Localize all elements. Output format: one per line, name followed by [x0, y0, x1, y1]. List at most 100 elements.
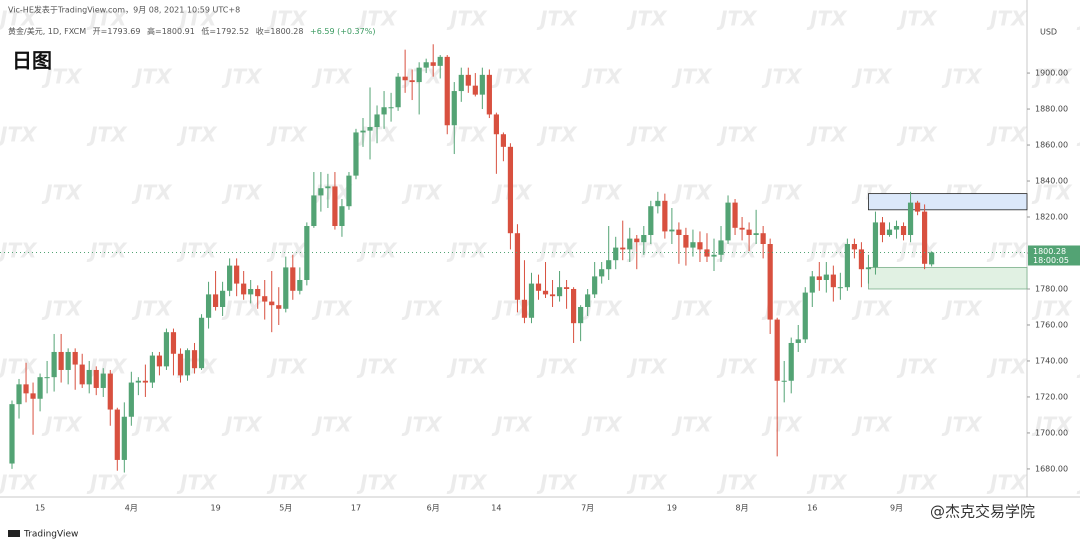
watermark: JTX: [851, 413, 893, 437]
watermark: JTX: [761, 65, 803, 89]
watermark: JTX: [536, 471, 578, 495]
candle-body: [128, 382, 134, 417]
candle-body: [262, 296, 268, 302]
logo-icon: [8, 530, 20, 537]
watermark: JTX: [131, 413, 173, 437]
watermark: JTX: [356, 355, 398, 379]
header: Vic-HE发表于TradingView.com，9月 08, 2021 10:…: [8, 5, 240, 15]
candle-body: [353, 132, 359, 176]
watermark: JTX: [806, 239, 848, 263]
watermark: JTX: [221, 65, 263, 89]
watermark: JTX: [86, 355, 128, 379]
watermark: JTX: [986, 471, 1028, 495]
watermark: JTX: [0, 123, 38, 147]
zone: [868, 266, 1028, 290]
candle-body: [613, 247, 619, 261]
symbol: 黄金/美元, 1D, FXCM: [8, 26, 86, 36]
watermark: JTX: [401, 181, 443, 205]
y-tick-label: 1700.00: [1035, 428, 1068, 437]
watermark: JTX: [176, 471, 218, 495]
watermark: JTX: [176, 123, 218, 147]
watermark: JTX: [41, 181, 83, 205]
watermark: JTX: [446, 239, 488, 263]
watermark: JTX: [221, 297, 263, 321]
watermark: JTX: [86, 239, 128, 263]
candle-body: [535, 283, 542, 291]
candle-body: [16, 384, 22, 405]
candle-body: [86, 369, 92, 385]
watermark: JTX: [86, 123, 128, 147]
footer-logo-group: TradingView: [8, 530, 78, 540]
last-price-box: [1028, 245, 1080, 266]
watermark: JTX: [896, 471, 938, 495]
watermark: JTX: [86, 7, 128, 31]
x-tick-label: 17: [351, 504, 361, 513]
candle-body: [191, 350, 198, 369]
candle-body: [212, 294, 219, 307]
watermark: JTX: [941, 297, 983, 321]
y-tick-label: 1740.00: [1035, 356, 1068, 365]
x-tick-label: 19: [210, 504, 220, 513]
watermark: JTX: [806, 471, 848, 495]
watermark: JTX: [671, 181, 713, 205]
watermark: JTX: [671, 65, 713, 89]
candle-body: [142, 380, 148, 383]
watermark: JTX: [1031, 413, 1073, 437]
y-tick-label: 1780.00: [1035, 284, 1068, 293]
candle-body: [802, 292, 808, 340]
candle-body: [753, 233, 759, 236]
candle-body: [114, 409, 120, 460]
candle-body: [388, 107, 394, 109]
candle-body: [290, 267, 296, 291]
credit: @杰克交易学院: [930, 503, 1035, 521]
last-price-label: 1800.28: [1033, 247, 1066, 256]
candle-body: [149, 355, 155, 383]
candle-body: [858, 249, 865, 270]
candle-body: [444, 56, 450, 126]
candle-body: [549, 294, 556, 297]
candle-body: [409, 80, 415, 83]
zone: [868, 193, 1028, 211]
watermark: JTX: [176, 239, 218, 263]
candle-body: [156, 355, 163, 367]
watermarks: JTX JTX JTX JTX JTX JTX JTX JTX JTX JTX JTX JTX JTX J…: [0, 7, 1080, 495]
watermark: JTX: [446, 355, 488, 379]
watermark: JTX: [266, 239, 308, 263]
candle-body: [655, 200, 661, 207]
watermark: JTX: [581, 65, 623, 89]
watermark: JTX: [266, 471, 308, 495]
watermark: JTX: [581, 181, 623, 205]
y-tick-label: 1760.00: [1035, 320, 1068, 329]
watermark: JTX: [401, 297, 443, 321]
watermark: JTX: [0, 355, 38, 379]
x-tick-label: 19: [667, 504, 677, 513]
candle-body: [121, 416, 127, 460]
x-tick-label: 4月: [125, 504, 138, 513]
candle-body: [170, 332, 177, 354]
candle-body: [830, 274, 836, 288]
candle-body: [746, 229, 752, 236]
candle-body: [37, 377, 43, 399]
candle-body: [163, 332, 170, 367]
candle-body: [472, 85, 478, 95]
watermark: JTX: [401, 65, 443, 89]
candle-body: [900, 226, 907, 236]
footer-logo: TradingView: [23, 530, 78, 540]
watermark: JTX: [941, 413, 983, 437]
watermark: JTX: [716, 355, 758, 379]
y-tick-label: 1820.00: [1035, 213, 1068, 222]
candle-body: [346, 175, 352, 207]
watermark: JTX: [986, 355, 1028, 379]
candle-body: [93, 369, 99, 388]
watermark: JTX: [1076, 471, 1080, 495]
candle-body: [325, 186, 331, 189]
watermark: JTX: [626, 471, 668, 495]
candle-body: [79, 364, 85, 385]
candle-body: [493, 114, 499, 135]
watermark: JTX: [0, 7, 38, 31]
ohlc-label: 开=: [93, 27, 108, 36]
y-tick-label: 1900.00: [1035, 69, 1068, 78]
candle-body: [430, 62, 436, 66]
candle-body: [571, 288, 577, 324]
watermark: JTX: [986, 7, 1028, 31]
